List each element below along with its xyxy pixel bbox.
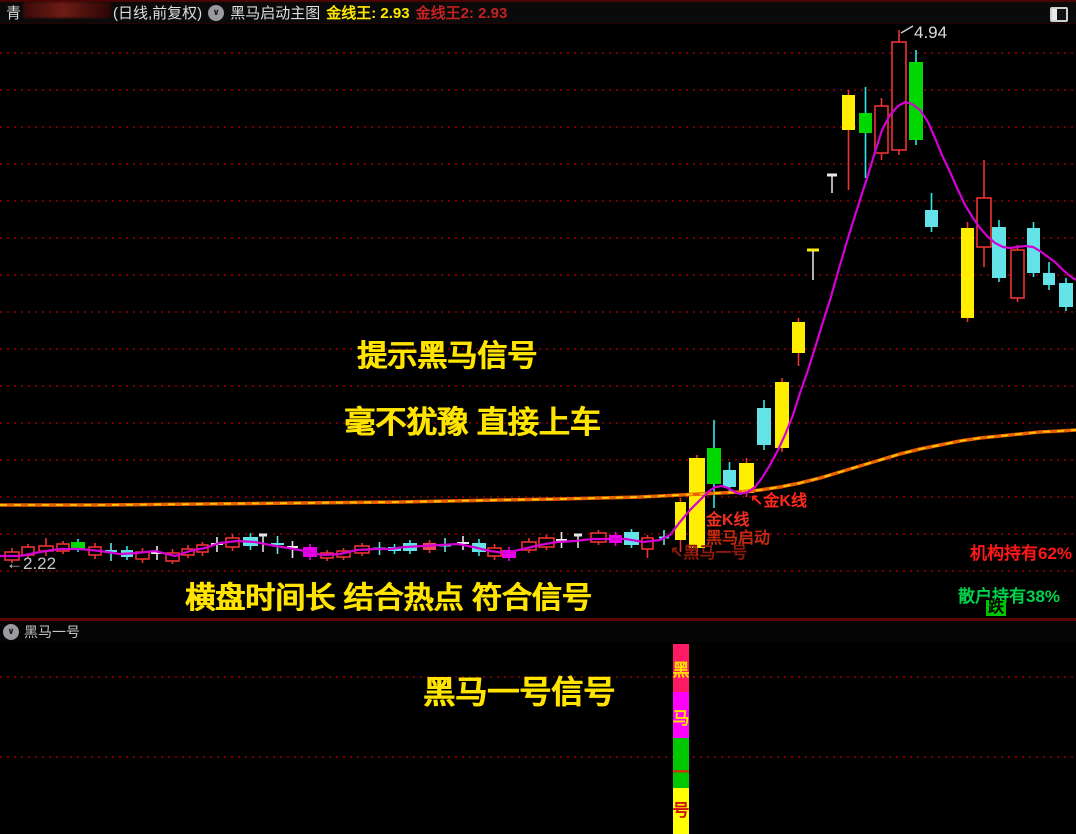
annotation-no-hesitation: 毫不犹豫 直接上车 <box>344 405 601 440</box>
stock-name: 青 (日线,前复权) <box>6 2 202 23</box>
fall-badge: 跌 <box>986 599 1007 616</box>
signal-label-gold-k-2: 金K线 <box>706 512 750 529</box>
chevron-down-icon[interactable]: ∨ <box>208 4 225 21</box>
signal-bar-char: 一 <box>672 763 690 782</box>
signal-bar-char: 黑 <box>672 661 690 680</box>
institution-holding-label: 机构持有62% <box>970 544 1073 563</box>
chevron-down-icon[interactable]: ∨ <box>3 623 19 640</box>
high-price-label: 4.94 <box>914 23 948 42</box>
panel-divider <box>0 618 1076 621</box>
signal-bar-char: 马 <box>672 709 690 728</box>
signal-label-heima-start: 黑马启动 <box>706 530 771 547</box>
annotation-sideways: 横盘时间长 结合热点 符合信号 <box>185 582 592 615</box>
annotation-heima-no1-signal: 黑马一号信号 <box>423 674 616 710</box>
goldline-value-1: 金线王: 2.93 <box>326 5 410 22</box>
censored-stock-name <box>23 2 112 18</box>
title-bar: 青 (日线,前复权) ∨ 黑马启动主图 金线王: 2.93 金线王2: 2.93 <box>0 0 1076 24</box>
goldline-value-2: 金线王2: 2.93 <box>415 5 508 22</box>
main-candlestick-chart[interactable] <box>0 25 1076 618</box>
sub-panel-header: ∨ 黑马一号 <box>0 621 1076 642</box>
retail-holding-label: 散户持有38% <box>958 587 1061 606</box>
restore-window-icon[interactable] <box>1050 7 1068 22</box>
signal-label-heima-no1: ↖黑马一号 <box>670 545 748 562</box>
signal-bar-char: 号 <box>672 801 690 820</box>
sub-indicator-title: 黑马一号 <box>24 623 80 640</box>
main-indicator-title: 黑马启动主图 <box>230 5 321 22</box>
reference-price-label: ←2.22 <box>6 554 57 573</box>
annotation-signal-hint: 提示黑马信号 <box>357 340 537 373</box>
signal-label-gold-k-1: ↖金K线 <box>750 493 807 510</box>
sub-indicator-chart[interactable] <box>0 642 1076 834</box>
